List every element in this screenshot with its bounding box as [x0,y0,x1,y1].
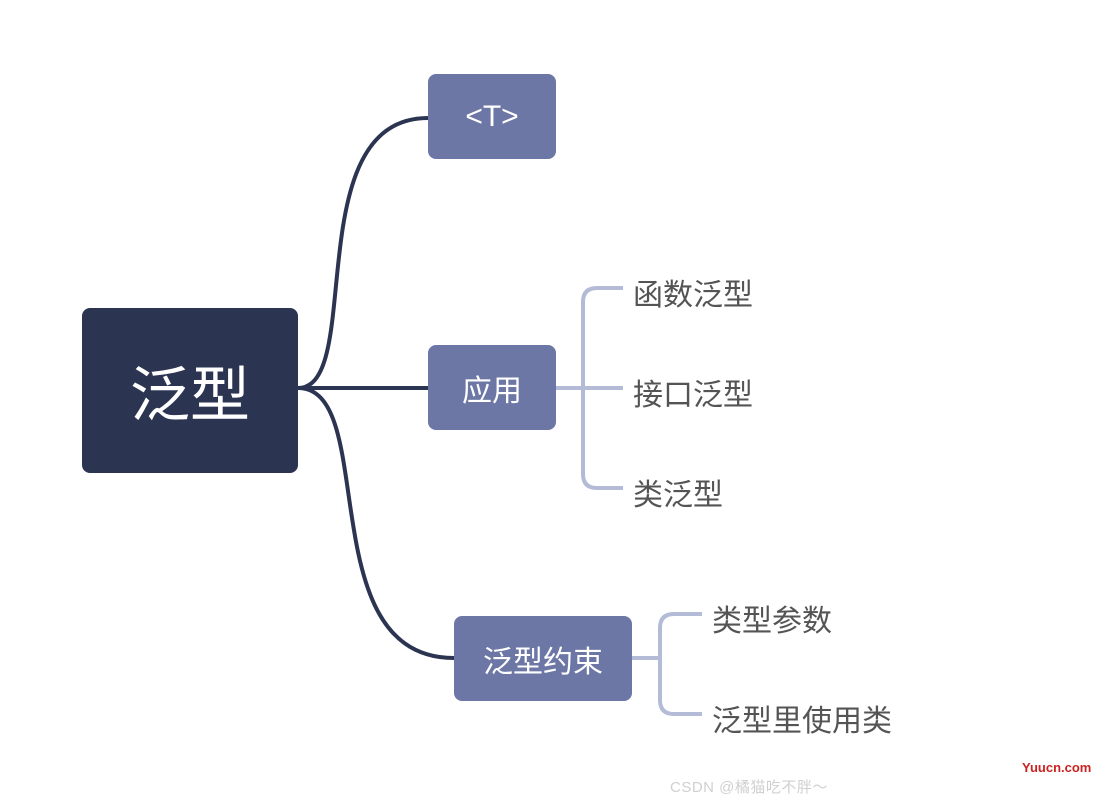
root-node: 泛型 [82,308,298,473]
watermark-csdn: CSDN @橘猫吃不胖～ [670,776,828,797]
leaf-use-class-in-generic: 泛型里使用类 [712,696,892,740]
watermark-site: Yuucn.com [1022,760,1091,775]
branch-t: <T> [428,74,556,159]
leaf-func-generic: 函数泛型 [633,270,753,314]
branch-app: 应用 [428,345,556,430]
branch-t-label: <T> [465,100,518,134]
bracket-app [556,288,623,488]
branch-constraint: 泛型约束 [454,616,632,701]
leaf-interface-generic: 接口泛型 [633,370,753,414]
bracket-constraint [632,614,702,714]
leaf-type-param: 类型参数 [712,596,832,640]
leaf-class-generic: 类泛型 [633,470,723,514]
diagram-canvas: 泛型 <T> 应用 函数泛型 接口泛型 类泛型 泛型约束 类型参数 泛型里使用类… [0,0,1112,800]
branch-constraint-label: 泛型约束 [483,637,603,681]
edge-root-to-t [298,118,428,388]
branch-app-label: 应用 [462,366,522,410]
root-label: 泛型 [130,347,250,434]
